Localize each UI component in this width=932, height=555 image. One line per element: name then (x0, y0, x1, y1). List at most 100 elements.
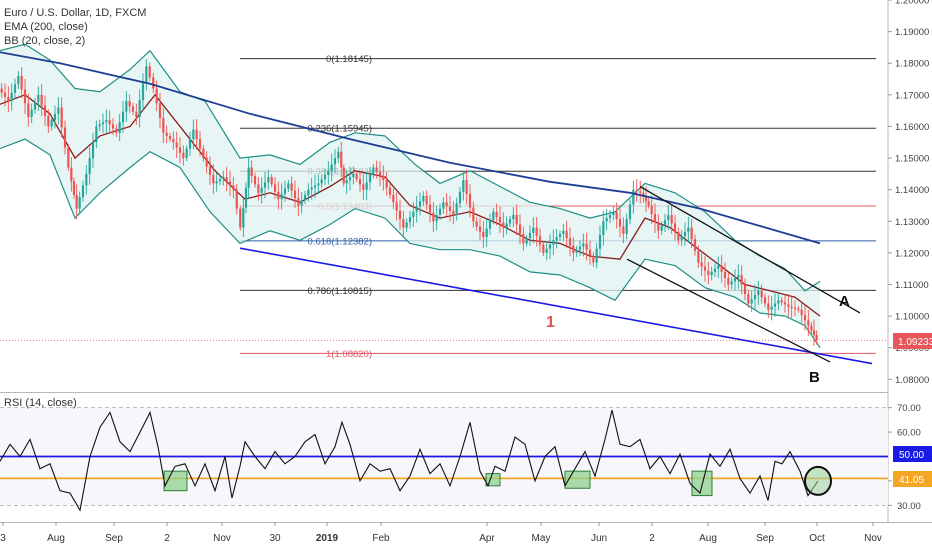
candle-body (438, 208, 442, 215)
candle-body (803, 315, 807, 321)
candle-body (625, 219, 628, 234)
rsi-50-badge (893, 446, 932, 462)
candle-body (50, 120, 53, 127)
candle-body (70, 167, 73, 182)
candle-body (727, 278, 730, 285)
candle-body (432, 212, 435, 222)
candle-body (602, 221, 605, 235)
candle-body (793, 307, 797, 309)
price-tick-label: 1.18000 (895, 59, 929, 70)
bb-lower-line (0, 138, 821, 349)
candle-body (195, 129, 198, 140)
candle-body (773, 303, 777, 307)
candle-body (422, 196, 425, 202)
candle-body (85, 173, 88, 186)
symbol-line[interactable]: Euro / U.S. Dollar, 1D, FXCM (4, 7, 147, 19)
candle-body (780, 300, 783, 303)
candle-body (273, 184, 277, 192)
candle-body (7, 96, 10, 102)
candle-body (418, 201, 422, 207)
candle-body (43, 105, 47, 116)
fib-level-label: 0.236(1.15945) (308, 124, 372, 135)
candle-body (608, 214, 612, 219)
candle-body (639, 191, 642, 193)
candle-body (660, 225, 663, 231)
ema-200-line (0, 51, 821, 245)
candle-body (723, 271, 727, 279)
candle-body (40, 94, 43, 106)
ema-legend[interactable]: EMA (200, close) (4, 21, 88, 33)
current-price-badge (893, 333, 932, 349)
rsi-legend[interactable]: RSI (14, close) (4, 397, 77, 409)
candle-body (3, 92, 7, 97)
candle-body (575, 249, 578, 253)
candle-body (317, 183, 320, 186)
candle-body (763, 297, 767, 304)
price-tick-label: 1.12000 (895, 248, 929, 259)
candle-body (98, 124, 101, 127)
candle-body (552, 240, 555, 245)
candle-body (362, 184, 365, 190)
price-tick-label: 1.19000 (895, 27, 929, 38)
candle-body (737, 275, 740, 279)
candle-body (108, 120, 111, 125)
candle-body (244, 187, 248, 208)
candle-body (558, 233, 562, 238)
annotation-1: 1 (546, 314, 555, 331)
price-tick-label: 1.14000 (895, 185, 929, 196)
rsi-layer (0, 407, 888, 512)
candle-body (408, 217, 412, 223)
candle-body (693, 239, 697, 251)
candle-body (372, 167, 375, 175)
candle-body (168, 135, 172, 140)
rsi-tick-label: 70.00 (897, 403, 921, 414)
candle-body (297, 198, 300, 206)
rsi-highlight-circle (804, 465, 832, 496)
candle-body (663, 220, 667, 226)
candle-body (27, 103, 30, 117)
candle-body (588, 249, 592, 257)
candle-body (257, 184, 260, 193)
candle-body (313, 185, 317, 188)
candle-body (118, 122, 121, 133)
bb-legend[interactable]: BB (20, close, 2) (4, 35, 86, 47)
candle-body (565, 230, 568, 239)
candle-body (121, 111, 125, 123)
candle-body (320, 179, 323, 184)
candle-body (348, 177, 352, 181)
candle-body (667, 214, 670, 221)
candle-body (330, 164, 333, 171)
candle-body (730, 281, 733, 285)
price-tick-label: 1.16000 (895, 122, 929, 133)
candle-body (683, 231, 687, 237)
rsi-line (0, 409, 819, 512)
candle-body (415, 206, 418, 212)
candle-body (218, 179, 222, 182)
candle-body (232, 185, 235, 190)
candle-body (538, 236, 542, 245)
candle-body (222, 177, 225, 180)
candle-body (445, 202, 448, 207)
candle-body (512, 214, 515, 220)
candle-body (20, 75, 23, 90)
candle-body (260, 187, 263, 193)
candle-body (525, 238, 528, 244)
price-layer (0, 51, 821, 346)
rsi-tick-label: 30.00 (897, 501, 921, 512)
candle-body (250, 167, 253, 176)
candle-body (810, 325, 813, 331)
candle-body (677, 231, 680, 241)
candle-body (585, 243, 588, 250)
candle-body (290, 183, 293, 191)
candle-body (733, 278, 737, 282)
time-tick-label: Feb (372, 533, 390, 544)
annotation-b: B (809, 369, 820, 386)
candle-body (75, 194, 78, 209)
candle-body (355, 173, 358, 180)
candle-body (205, 158, 208, 167)
candle-body (327, 170, 330, 175)
candle-body (342, 167, 345, 184)
candle-body (442, 202, 445, 209)
candle-body (148, 66, 151, 78)
